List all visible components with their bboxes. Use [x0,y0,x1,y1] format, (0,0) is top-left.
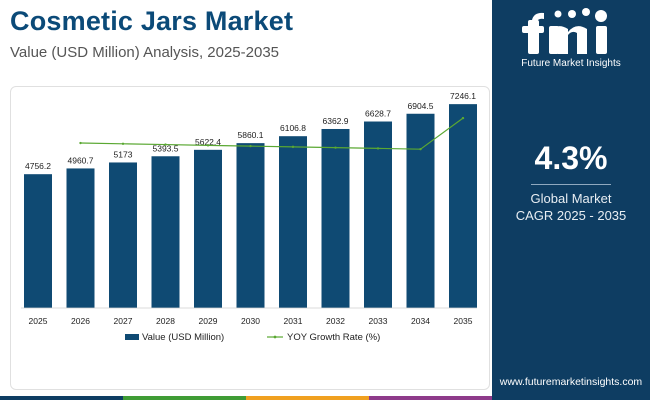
x-tick-2033: 2033 [369,316,388,326]
legend-label-value: Value (USD Million) [142,332,224,343]
bar-labels-group: 4756.2 4960.7 5173 5393.5 5622.4 5860.1 6106.8… [25,91,476,171]
cagr-label-line1: Global Market [530,191,612,206]
x-tick-2029: 2029 [199,316,218,326]
x-tick-2026: 2026 [71,316,90,326]
stripe-segment-4 [369,396,492,400]
x-tick-2034: 2034 [411,316,430,326]
x-tick-2032: 2032 [326,316,345,326]
legend-label-yoy: YOY Growth Rate (%) [287,332,380,343]
bar-2025 [24,174,52,308]
x-tick-2031: 2031 [284,316,303,326]
legend-marker-yoy [273,335,277,339]
stripe-segment-2 [123,396,246,400]
yoy-line-group [79,116,465,151]
bar-value-label-2034: 6904.5 [408,101,434,111]
x-tick-2028: 2028 [156,316,175,326]
chart-legend: Value (USD Million) YOY Growth Rate (%) [125,332,380,343]
yoy-point-2026 [79,141,82,145]
chart-container: 4756.2 4960.7 5173 5393.5 5622.4 5860.1 6106.8… [10,86,490,390]
bars-group [24,104,477,308]
bar-2034 [406,113,435,308]
bar-value-label-2027: 5173 [114,149,133,159]
cagr-label: Global Market CAGR 2025 - 2035 [492,190,650,224]
bar-2026 [66,168,95,308]
yoy-point-2029 [206,144,210,147]
bar-2029 [194,149,222,308]
brand-tagline: Future Market Insights [521,58,621,69]
bar-value-label-2031: 6106.8 [280,123,306,133]
brand-panel: Future Market Insights 4.3% Global Marke… [492,0,650,400]
x-tick-2035: 2035 [454,316,473,326]
cagr-label-line2: CAGR 2025 - 2035 [515,208,627,223]
yoy-point-2034 [419,147,422,151]
bar-2033 [364,121,392,308]
x-tick-2025: 2025 [29,316,48,326]
bar-line-chart: 4756.2 4960.7 5173 5393.5 5622.4 5860.1 6106.8… [21,91,477,343]
bar-value-label-2028: 5393.5 [153,143,179,153]
bar-2030 [236,143,265,308]
yoy-growth-line [80,117,464,150]
bar-value-label-2026: 4960.7 [68,155,94,165]
bar-2032 [321,128,350,308]
fmi-logo-icon [522,8,607,54]
yoy-point-2027 [121,142,125,146]
x-tick-2027: 2027 [114,316,133,326]
cagr-divider [531,184,611,185]
stripe-segment-1 [0,396,123,400]
cagr-value: 4.3% [534,140,608,176]
footer-color-stripe [0,396,492,400]
x-axis-ticks: 2025 2026 2027 2028 2029 2030 2031 2032 2033 2034… [21,307,477,326]
yoy-point-2031 [291,145,295,149]
legend-swatch-value [125,334,139,340]
bar-value-label-2033: 6628.7 [365,109,391,119]
bar-value-label-2029: 5622.4 [195,137,221,147]
yoy-point-2032 [334,146,337,149]
bar-2027 [109,162,137,308]
bar-2035 [449,104,477,308]
bar-2028 [151,156,180,308]
yoy-point-2035 [461,116,465,120]
bar-value-label-2035: 7246.1 [450,91,476,101]
stripe-segment-3 [246,396,369,400]
x-tick-2030: 2030 [241,316,260,326]
yoy-point-2030 [249,144,252,148]
website-link[interactable]: www.futuremarketinsights.com [499,376,643,388]
page-title: Cosmetic Jars Market [10,6,294,36]
bar-value-label-2032: 6362.9 [323,116,349,126]
bar-value-label-2025: 4756.2 [25,161,51,171]
bar-2031 [279,136,307,308]
page-subtitle: Value (USD Million) Analysis, 2025-2035 [10,44,280,61]
yoy-point-2033 [376,147,380,150]
yoy-point-2028 [164,143,167,146]
bar-value-label-2030: 5860.1 [238,130,264,140]
